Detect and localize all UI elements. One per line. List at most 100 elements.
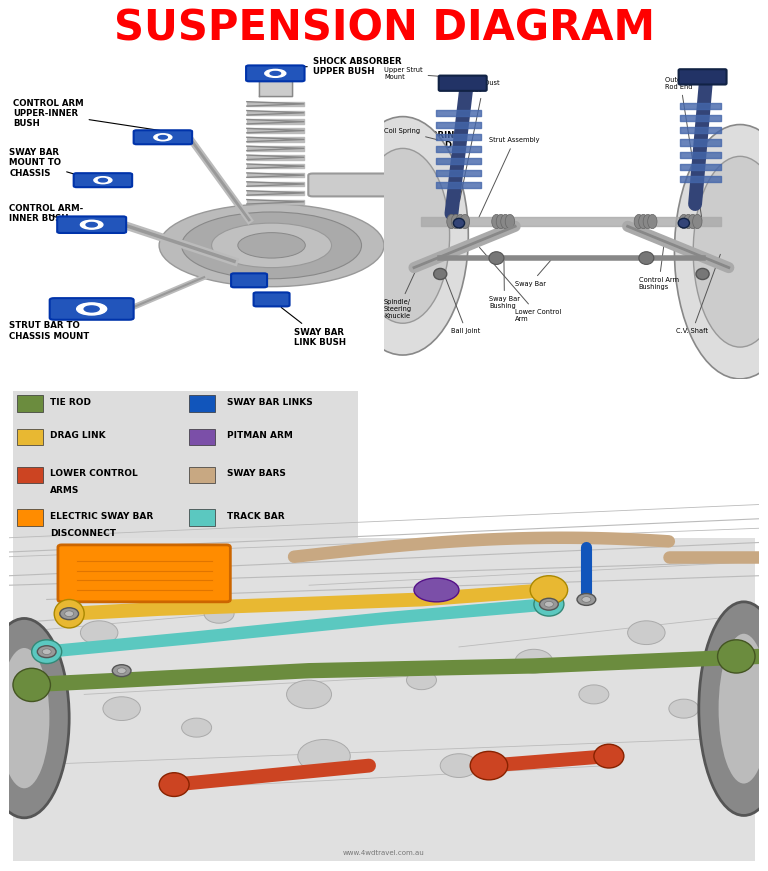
Ellipse shape bbox=[579, 685, 609, 704]
Ellipse shape bbox=[38, 645, 56, 658]
Ellipse shape bbox=[505, 214, 515, 229]
Text: Sway Bar
Bushing: Sway Bar Bushing bbox=[489, 260, 520, 309]
Ellipse shape bbox=[582, 597, 591, 603]
Ellipse shape bbox=[452, 214, 461, 229]
Ellipse shape bbox=[492, 214, 501, 229]
Ellipse shape bbox=[0, 618, 69, 818]
Ellipse shape bbox=[204, 604, 234, 624]
FancyBboxPatch shape bbox=[231, 273, 267, 287]
Bar bbox=[17, 510, 43, 526]
FancyBboxPatch shape bbox=[439, 76, 487, 91]
Ellipse shape bbox=[696, 268, 709, 280]
Ellipse shape bbox=[158, 136, 167, 139]
FancyBboxPatch shape bbox=[253, 293, 290, 307]
Ellipse shape bbox=[337, 117, 468, 355]
Ellipse shape bbox=[693, 214, 702, 229]
Ellipse shape bbox=[594, 744, 624, 768]
Ellipse shape bbox=[634, 214, 644, 229]
Text: Lower Control
Arm: Lower Control Arm bbox=[479, 247, 561, 321]
Ellipse shape bbox=[181, 718, 212, 737]
Ellipse shape bbox=[414, 578, 459, 602]
FancyBboxPatch shape bbox=[679, 69, 727, 84]
Ellipse shape bbox=[181, 212, 362, 279]
Bar bbox=[17, 429, 43, 445]
Ellipse shape bbox=[60, 608, 78, 619]
Ellipse shape bbox=[270, 71, 280, 75]
Ellipse shape bbox=[545, 601, 554, 607]
Ellipse shape bbox=[154, 134, 172, 141]
Text: Sway Bar: Sway Bar bbox=[515, 260, 551, 287]
Ellipse shape bbox=[453, 219, 465, 228]
Text: DRAG LINK: DRAG LINK bbox=[51, 431, 106, 440]
Ellipse shape bbox=[501, 214, 510, 229]
Text: CONTROL ARM
UPPER-INNER
BUSH: CONTROL ARM UPPER-INNER BUSH bbox=[13, 98, 161, 131]
FancyBboxPatch shape bbox=[246, 65, 305, 81]
Ellipse shape bbox=[515, 649, 553, 673]
Text: TIE ROD: TIE ROD bbox=[51, 398, 91, 407]
Bar bbox=[189, 467, 215, 483]
Ellipse shape bbox=[577, 593, 596, 605]
Ellipse shape bbox=[470, 752, 508, 780]
Bar bbox=[189, 429, 215, 445]
Ellipse shape bbox=[694, 157, 768, 348]
Ellipse shape bbox=[688, 214, 697, 229]
Ellipse shape bbox=[98, 179, 108, 182]
Text: www.4wdtravel.com.au: www.4wdtravel.com.au bbox=[343, 850, 425, 856]
Ellipse shape bbox=[81, 220, 103, 229]
Ellipse shape bbox=[540, 598, 558, 611]
Text: Outer Tie
Rod End: Outer Tie Rod End bbox=[665, 77, 702, 220]
Ellipse shape bbox=[81, 621, 118, 645]
Text: SUSPENSION DIAGRAM: SUSPENSION DIAGRAM bbox=[114, 7, 654, 50]
Text: SPRING
SADDLE: SPRING SADDLE bbox=[375, 131, 463, 180]
Ellipse shape bbox=[489, 252, 504, 265]
Text: SWAY BAR LINKS: SWAY BAR LINKS bbox=[227, 398, 313, 407]
Bar bbox=[17, 395, 43, 412]
Ellipse shape bbox=[684, 214, 693, 229]
Ellipse shape bbox=[159, 204, 384, 287]
Text: Strut Dust
Boot: Strut Dust Boot bbox=[459, 80, 500, 201]
Ellipse shape bbox=[699, 602, 768, 815]
Ellipse shape bbox=[717, 640, 755, 673]
Ellipse shape bbox=[112, 665, 131, 677]
Ellipse shape bbox=[627, 621, 665, 645]
Ellipse shape bbox=[679, 214, 688, 229]
Text: Control Arm
Bushings: Control Arm Bushings bbox=[639, 239, 679, 290]
Ellipse shape bbox=[65, 611, 74, 617]
Ellipse shape bbox=[678, 219, 690, 228]
Ellipse shape bbox=[298, 739, 350, 773]
Ellipse shape bbox=[534, 592, 564, 616]
Ellipse shape bbox=[496, 214, 505, 229]
Ellipse shape bbox=[286, 680, 332, 709]
FancyBboxPatch shape bbox=[134, 131, 192, 145]
Text: C.V. Shaft: C.V. Shaft bbox=[677, 254, 720, 334]
Ellipse shape bbox=[0, 647, 51, 789]
FancyBboxPatch shape bbox=[58, 545, 230, 602]
Text: ARMS: ARMS bbox=[51, 486, 80, 495]
Ellipse shape bbox=[455, 214, 465, 229]
Text: STRUT BAR TO
CHASSIS MOUNT: STRUT BAR TO CHASSIS MOUNT bbox=[9, 319, 91, 341]
Ellipse shape bbox=[406, 671, 436, 690]
FancyBboxPatch shape bbox=[50, 298, 134, 320]
Text: TRACK BAR: TRACK BAR bbox=[227, 512, 284, 521]
Ellipse shape bbox=[460, 214, 470, 229]
Bar bbox=[13, 390, 358, 537]
Ellipse shape bbox=[356, 148, 449, 323]
FancyBboxPatch shape bbox=[57, 216, 126, 233]
Text: DISCONNECT: DISCONNECT bbox=[51, 529, 117, 537]
Ellipse shape bbox=[639, 252, 654, 265]
Ellipse shape bbox=[674, 125, 768, 379]
Text: PITMAN ARM: PITMAN ARM bbox=[227, 431, 293, 440]
Ellipse shape bbox=[238, 233, 306, 258]
Ellipse shape bbox=[31, 640, 61, 664]
Text: SWAY BAR
LINK BUSH: SWAY BAR LINK BUSH bbox=[281, 307, 346, 348]
FancyBboxPatch shape bbox=[74, 173, 132, 187]
Ellipse shape bbox=[118, 668, 126, 673]
Ellipse shape bbox=[643, 214, 653, 229]
Bar bbox=[13, 537, 755, 861]
Ellipse shape bbox=[159, 773, 189, 796]
Bar bbox=[17, 467, 43, 483]
FancyBboxPatch shape bbox=[308, 173, 392, 196]
Text: Ball Joint: Ball Joint bbox=[445, 277, 481, 334]
Ellipse shape bbox=[639, 214, 648, 229]
Text: LOWER CONTROL: LOWER CONTROL bbox=[51, 469, 138, 478]
